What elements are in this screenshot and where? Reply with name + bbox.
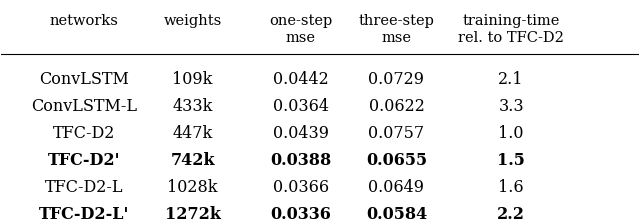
Text: 1.0: 1.0 xyxy=(499,125,524,142)
Text: networks: networks xyxy=(50,14,118,29)
Text: 447k: 447k xyxy=(172,125,212,142)
Text: 1272k: 1272k xyxy=(164,206,221,223)
Text: TFC-D2: TFC-D2 xyxy=(53,125,115,142)
Text: 0.0584: 0.0584 xyxy=(366,206,427,223)
Text: 0.0622: 0.0622 xyxy=(369,98,424,115)
Text: 0.0388: 0.0388 xyxy=(270,152,332,169)
Text: 0.0655: 0.0655 xyxy=(366,152,427,169)
Text: one-step
mse: one-step mse xyxy=(269,14,333,45)
Text: 1.6: 1.6 xyxy=(499,179,524,196)
Text: 0.0336: 0.0336 xyxy=(271,206,332,223)
Text: three-step
mse: three-step mse xyxy=(358,14,435,45)
Text: 742k: 742k xyxy=(170,152,215,169)
Text: TFC-D2-L: TFC-D2-L xyxy=(45,179,124,196)
Text: 1028k: 1028k xyxy=(167,179,218,196)
Text: 0.0649: 0.0649 xyxy=(369,179,424,196)
Text: 0.0366: 0.0366 xyxy=(273,179,329,196)
Text: ConvLSTM-L: ConvLSTM-L xyxy=(31,98,137,115)
Text: 2.1: 2.1 xyxy=(499,70,524,88)
Text: 0.0729: 0.0729 xyxy=(369,70,424,88)
Text: 2.2: 2.2 xyxy=(497,206,525,223)
Text: 3.3: 3.3 xyxy=(499,98,524,115)
Text: 0.0757: 0.0757 xyxy=(369,125,424,142)
Text: 1.5: 1.5 xyxy=(497,152,525,169)
Text: training-time
rel. to TFC-D2: training-time rel. to TFC-D2 xyxy=(458,14,564,45)
Text: TFC-D2': TFC-D2' xyxy=(48,152,120,169)
Text: 109k: 109k xyxy=(172,70,212,88)
Text: ConvLSTM: ConvLSTM xyxy=(39,70,129,88)
Text: 0.0442: 0.0442 xyxy=(273,70,329,88)
Text: TFC-D2-L': TFC-D2-L' xyxy=(39,206,129,223)
Text: 0.0439: 0.0439 xyxy=(273,125,329,142)
Text: weights: weights xyxy=(163,14,221,29)
Text: 0.0364: 0.0364 xyxy=(273,98,329,115)
Text: 433k: 433k xyxy=(172,98,212,115)
